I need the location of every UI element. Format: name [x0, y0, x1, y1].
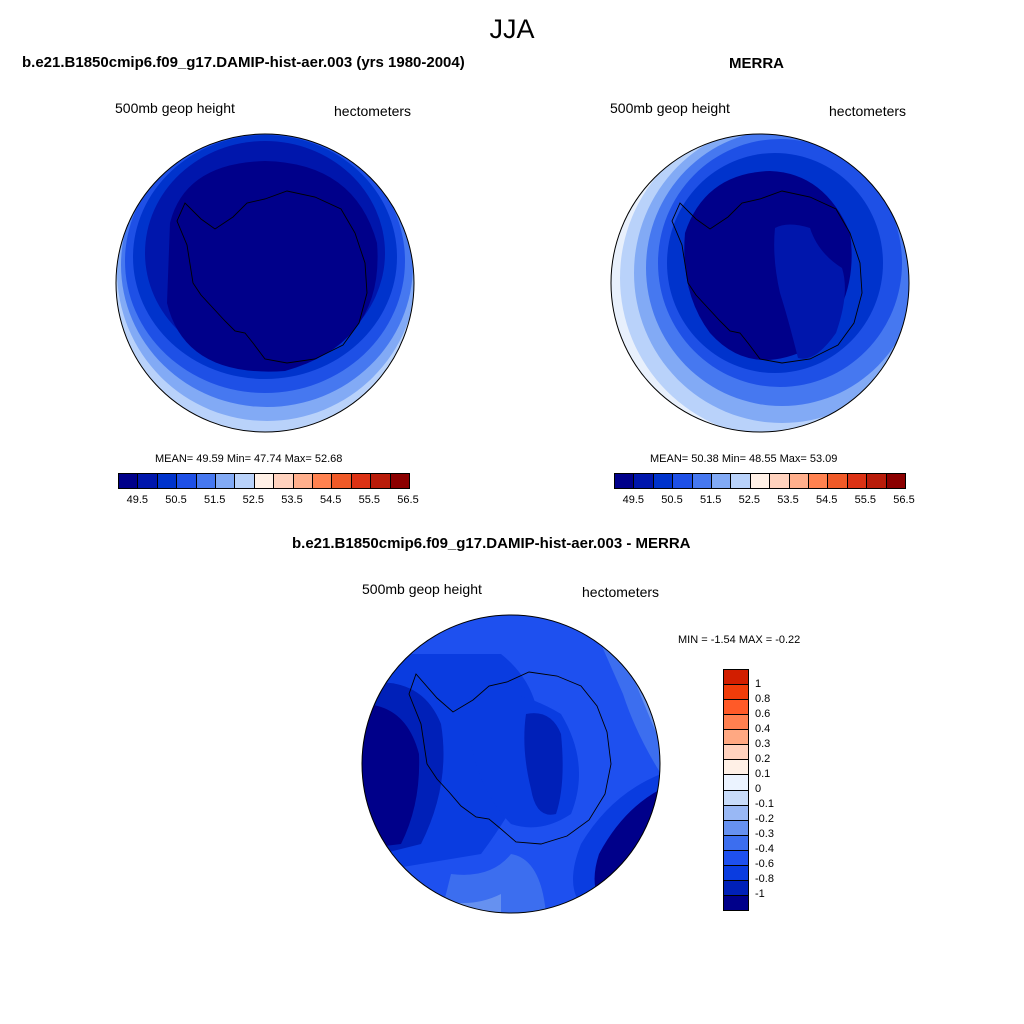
colorbar-swatch	[724, 835, 748, 851]
colorbar-tick-label: 0.6	[755, 708, 771, 720]
colorbar-swatch	[313, 474, 333, 488]
colorbar-tick-label: 52.5	[738, 494, 761, 506]
colorbar-tick-label: 54.5	[815, 494, 838, 506]
colorbar-swatch	[138, 474, 158, 488]
colorbar-swatch	[724, 760, 748, 776]
colorbar-tick-label: 49.5	[126, 494, 149, 506]
colorbar-tick-label: 0.4	[755, 723, 771, 735]
colorbar-swatch	[724, 880, 748, 896]
colorbar-tick-label: -0.1	[755, 798, 774, 810]
colorbar-swatch	[724, 670, 748, 686]
colorbar-tick-label: 56.5	[397, 494, 419, 506]
colorbar-tick-label: 51.5	[699, 494, 722, 506]
panel-2-variable: 500mb geop height	[610, 100, 730, 116]
colorbar-tick-label: -0.6	[755, 858, 774, 870]
colorbar-swatch	[724, 730, 748, 746]
main-title: JJA	[489, 14, 535, 44]
colorbar-tick-label: 0.8	[755, 693, 771, 705]
colorbar-tick-label: 56.5	[893, 494, 915, 506]
colorbar-swatch	[724, 865, 748, 881]
colorbar-swatch	[692, 474, 713, 488]
colorbar-tick-label: -1	[755, 888, 765, 900]
colorbar-tick-label: 50.5	[661, 494, 683, 506]
panel-3-colorbar	[723, 669, 749, 911]
antarctica-coastline	[408, 671, 612, 845]
panel-1-map	[115, 133, 415, 433]
colorbar-tick-label: 53.5	[281, 494, 303, 506]
panel-1-variable: 500mb geop height	[115, 100, 235, 116]
colorbar-swatch	[724, 745, 748, 761]
panel-3-title: b.e21.B1850cmip6.f09_g17.DAMIP-hist-aer.…	[292, 535, 691, 552]
colorbar-swatch	[274, 474, 294, 488]
colorbar-swatch	[724, 715, 748, 731]
colorbar-swatch	[254, 474, 275, 488]
colorbar-swatch	[673, 474, 693, 488]
colorbar-tick-label: 1	[755, 678, 762, 690]
colorbar-swatch	[196, 474, 217, 488]
panel-3-stats: MIN = -1.54 MAX = -0.22	[678, 634, 801, 646]
colorbar-swatch	[809, 474, 829, 488]
colorbar-tick-label: 55.5	[358, 494, 381, 506]
colorbar-swatch	[724, 850, 748, 866]
colorbar-tick-label: -0.3	[755, 828, 774, 840]
antarctica-coastline	[671, 190, 863, 364]
colorbar-swatch	[724, 820, 748, 836]
colorbar-tick-label: 0.2	[755, 753, 771, 765]
panel-1-stats: MEAN= 49.59 Min= 47.74 Max= 52.68	[155, 453, 343, 465]
colorbar-swatch	[724, 805, 748, 821]
panel-3-units: hectometers	[582, 584, 660, 600]
colorbar-swatch	[119, 474, 139, 488]
colorbar-tick-label: 55.5	[854, 494, 877, 506]
colorbar-swatch	[351, 474, 372, 488]
panel-1-units: hectometers	[334, 103, 412, 119]
colorbar-tick-label: -0.4	[755, 843, 774, 855]
panel-2-map	[610, 133, 910, 433]
colorbar-swatch	[724, 790, 748, 806]
colorbar-tick-label: 0	[755, 783, 762, 795]
panel-2-colorbar	[614, 473, 906, 489]
colorbar-swatch	[828, 474, 848, 488]
colorbar-swatch	[789, 474, 810, 488]
colorbar-swatch	[724, 700, 748, 716]
colorbar-tick-label: -0.2	[755, 813, 774, 825]
colorbar-swatch	[177, 474, 197, 488]
colorbar-swatch	[847, 474, 868, 488]
colorbar-swatch	[867, 474, 887, 488]
colorbar-swatch	[157, 474, 178, 488]
colorbar-swatch	[724, 895, 748, 910]
colorbar-tick-label: 0.1	[755, 768, 771, 780]
panel-2-title: MERRA	[729, 55, 784, 72]
colorbar-tick-label: 49.5	[622, 494, 645, 506]
colorbar-swatch	[371, 474, 391, 488]
colorbar-swatch	[235, 474, 255, 488]
colorbar-tick-label: 53.5	[777, 494, 799, 506]
colorbar-swatch	[332, 474, 352, 488]
panel-3-variable: 500mb geop height	[362, 581, 482, 597]
colorbar-tick-label: -0.8	[755, 873, 774, 885]
colorbar-swatch	[653, 474, 674, 488]
colorbar-swatch	[724, 685, 748, 701]
colorbar-tick-label: 52.5	[242, 494, 265, 506]
colorbar-swatch	[390, 474, 410, 488]
colorbar-swatch	[634, 474, 654, 488]
panel-1-colorbar	[118, 473, 410, 489]
colorbar-swatch	[731, 474, 751, 488]
antarctica-coastline	[176, 190, 368, 364]
panel-2-units: hectometers	[829, 103, 907, 119]
colorbar-tick-label: 51.5	[203, 494, 226, 506]
colorbar-swatch	[293, 474, 314, 488]
panel-1-title: b.e21.B1850cmip6.f09_g17.DAMIP-hist-aer.…	[22, 54, 465, 71]
colorbar-tick-label: 0.3	[755, 738, 771, 750]
colorbar-swatch	[712, 474, 732, 488]
panel-2-stats: MEAN= 50.38 Min= 48.55 Max= 53.09	[650, 453, 838, 465]
colorbar-swatch	[770, 474, 790, 488]
colorbar-tick-label: 54.5	[319, 494, 342, 506]
colorbar-swatch	[724, 775, 748, 791]
colorbar-swatch	[886, 474, 906, 488]
colorbar-tick-label: 50.5	[165, 494, 187, 506]
colorbar-swatch	[216, 474, 236, 488]
panel-3-map	[361, 614, 661, 914]
colorbar-swatch	[750, 474, 771, 488]
colorbar-swatch	[615, 474, 635, 488]
